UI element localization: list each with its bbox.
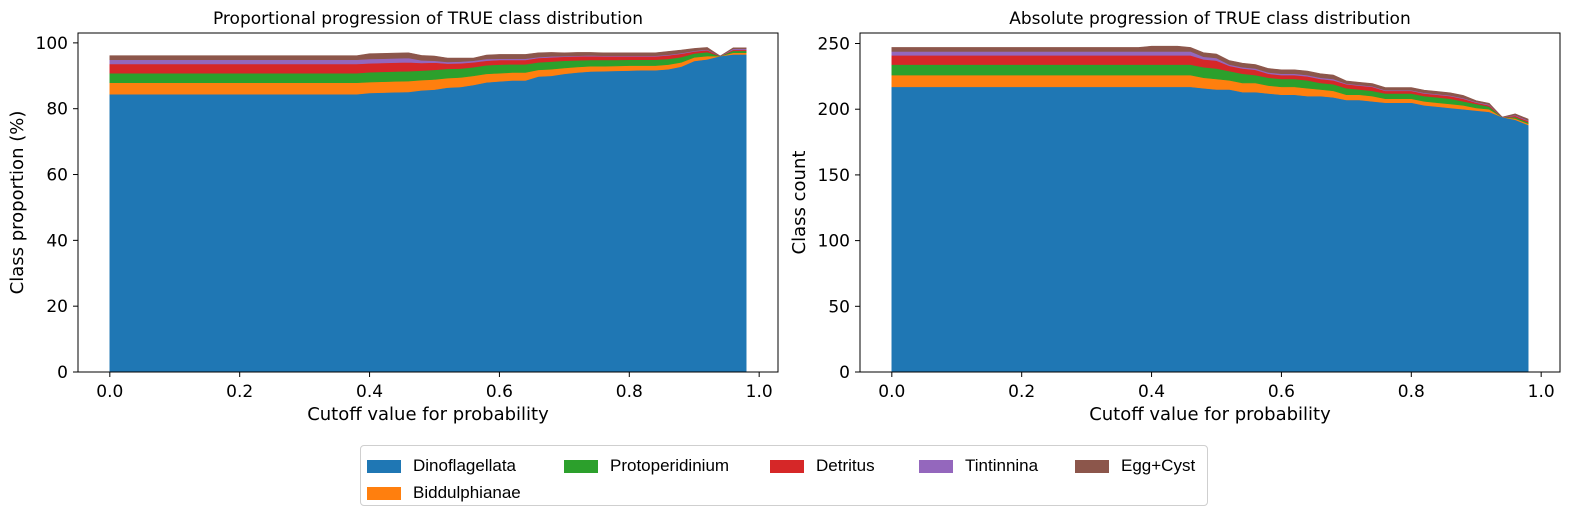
absolute-x-tick-label: 0.6 <box>1268 382 1295 402</box>
absolute-x-axis-label: Cutoff value for probability <box>1089 404 1331 425</box>
legend-item-protoperidinium: Protoperidinium <box>564 456 729 476</box>
legend-label: Protoperidinium <box>610 456 730 475</box>
absolute-y-tick-label: 100 <box>818 232 850 252</box>
absolute-x-tick-label: 0.8 <box>1398 382 1425 402</box>
proportional-chart-title: Proportional progression of TRUE class d… <box>213 9 643 29</box>
absolute-x-tick-label: 1.0 <box>1528 382 1555 402</box>
legend-swatch <box>1075 459 1109 473</box>
absolute-axes-frame <box>859 32 1561 373</box>
legend-swatch <box>919 459 953 473</box>
absolute-y-tick-label: 200 <box>818 100 850 120</box>
legend-item-egg-cyst: Egg+Cyst <box>1075 456 1195 476</box>
legend-label: Tintinnina <box>965 456 1039 475</box>
proportional-y-tick-label: 100 <box>36 34 68 54</box>
proportional-y-axis-label: Class proportion (%) <box>7 111 28 295</box>
proportional-x-tick-label: 1.0 <box>746 382 773 402</box>
absolute-y-tick-label: 250 <box>818 35 850 55</box>
legend-item-biddulphianae: Biddulphianae <box>367 483 521 503</box>
legend-label: Detritus <box>816 456 875 475</box>
legend-item-dinoflagellata: Dinoflagellata <box>367 456 516 476</box>
proportional-x-tick-label: 0.8 <box>616 382 643 402</box>
legend-swatch <box>367 486 401 500</box>
proportional-area-dinoflagellata <box>109 54 747 373</box>
absolute-y-axis-label: Class count <box>789 151 810 255</box>
absolute-x-tick-label: 0.2 <box>1008 382 1035 402</box>
proportional-area-egg-cyst <box>109 47 747 63</box>
proportional-y-tick-label: 40 <box>46 231 68 251</box>
proportional-y-tick-label: 0 <box>57 363 68 383</box>
legend-swatch <box>770 459 804 473</box>
legend-item-detritus: Detritus <box>770 456 875 476</box>
proportional-y-tick-label: 80 <box>46 100 68 120</box>
absolute-area-egg-cyst <box>891 45 1529 121</box>
proportional-x-tick-label: 0.6 <box>486 382 513 402</box>
proportional-x-axis-label: Cutoff value for probability <box>307 404 549 425</box>
proportional-chart: 0.0 0.2 0.4 0.6 0.8 1.0 0 20 40 60 80 100 Proportion… <box>7 9 779 425</box>
absolute-x-tick-label: 0.0 <box>878 382 905 402</box>
legend-label: Egg+Cyst <box>1121 456 1196 475</box>
proportional-x-tick-label: 0.4 <box>356 382 383 402</box>
legend-swatch <box>564 459 598 473</box>
figure-canvas: 0.0 0.2 0.4 0.6 0.8 1.0 0 20 40 60 80 100 Proportion… <box>7 9 1561 425</box>
absolute-chart: 0.0 0.2 0.4 0.6 0.8 1.0 0 50 100 150 200 250 Absolut… <box>789 9 1561 425</box>
absolute-y-tick-label: 0 <box>839 363 850 383</box>
absolute-chart-title: Absolute progression of TRUE class distr… <box>1009 9 1410 29</box>
legend: Dinoflagellata Biddulphianae Protoperidini… <box>360 445 1208 506</box>
proportional-y-tick-label: 20 <box>46 297 68 317</box>
absolute-area-dinoflagellata <box>891 86 1529 373</box>
absolute-y-tick-label: 50 <box>828 297 850 317</box>
absolute-x-tick-label: 0.4 <box>1138 382 1165 402</box>
proportional-x-tick-label: 0.2 <box>226 382 253 402</box>
legend-swatch <box>367 459 401 473</box>
proportional-x-tick-label: 0.0 <box>96 382 123 402</box>
legend-item-tintinnina: Tintinnina <box>919 456 1038 476</box>
absolute-y-tick-label: 150 <box>818 166 850 186</box>
proportional-axes-frame <box>77 32 779 373</box>
proportional-y-tick-label: 60 <box>46 166 68 186</box>
legend-label: Dinoflagellata <box>413 456 517 475</box>
legend-label: Biddulphianae <box>413 483 521 502</box>
